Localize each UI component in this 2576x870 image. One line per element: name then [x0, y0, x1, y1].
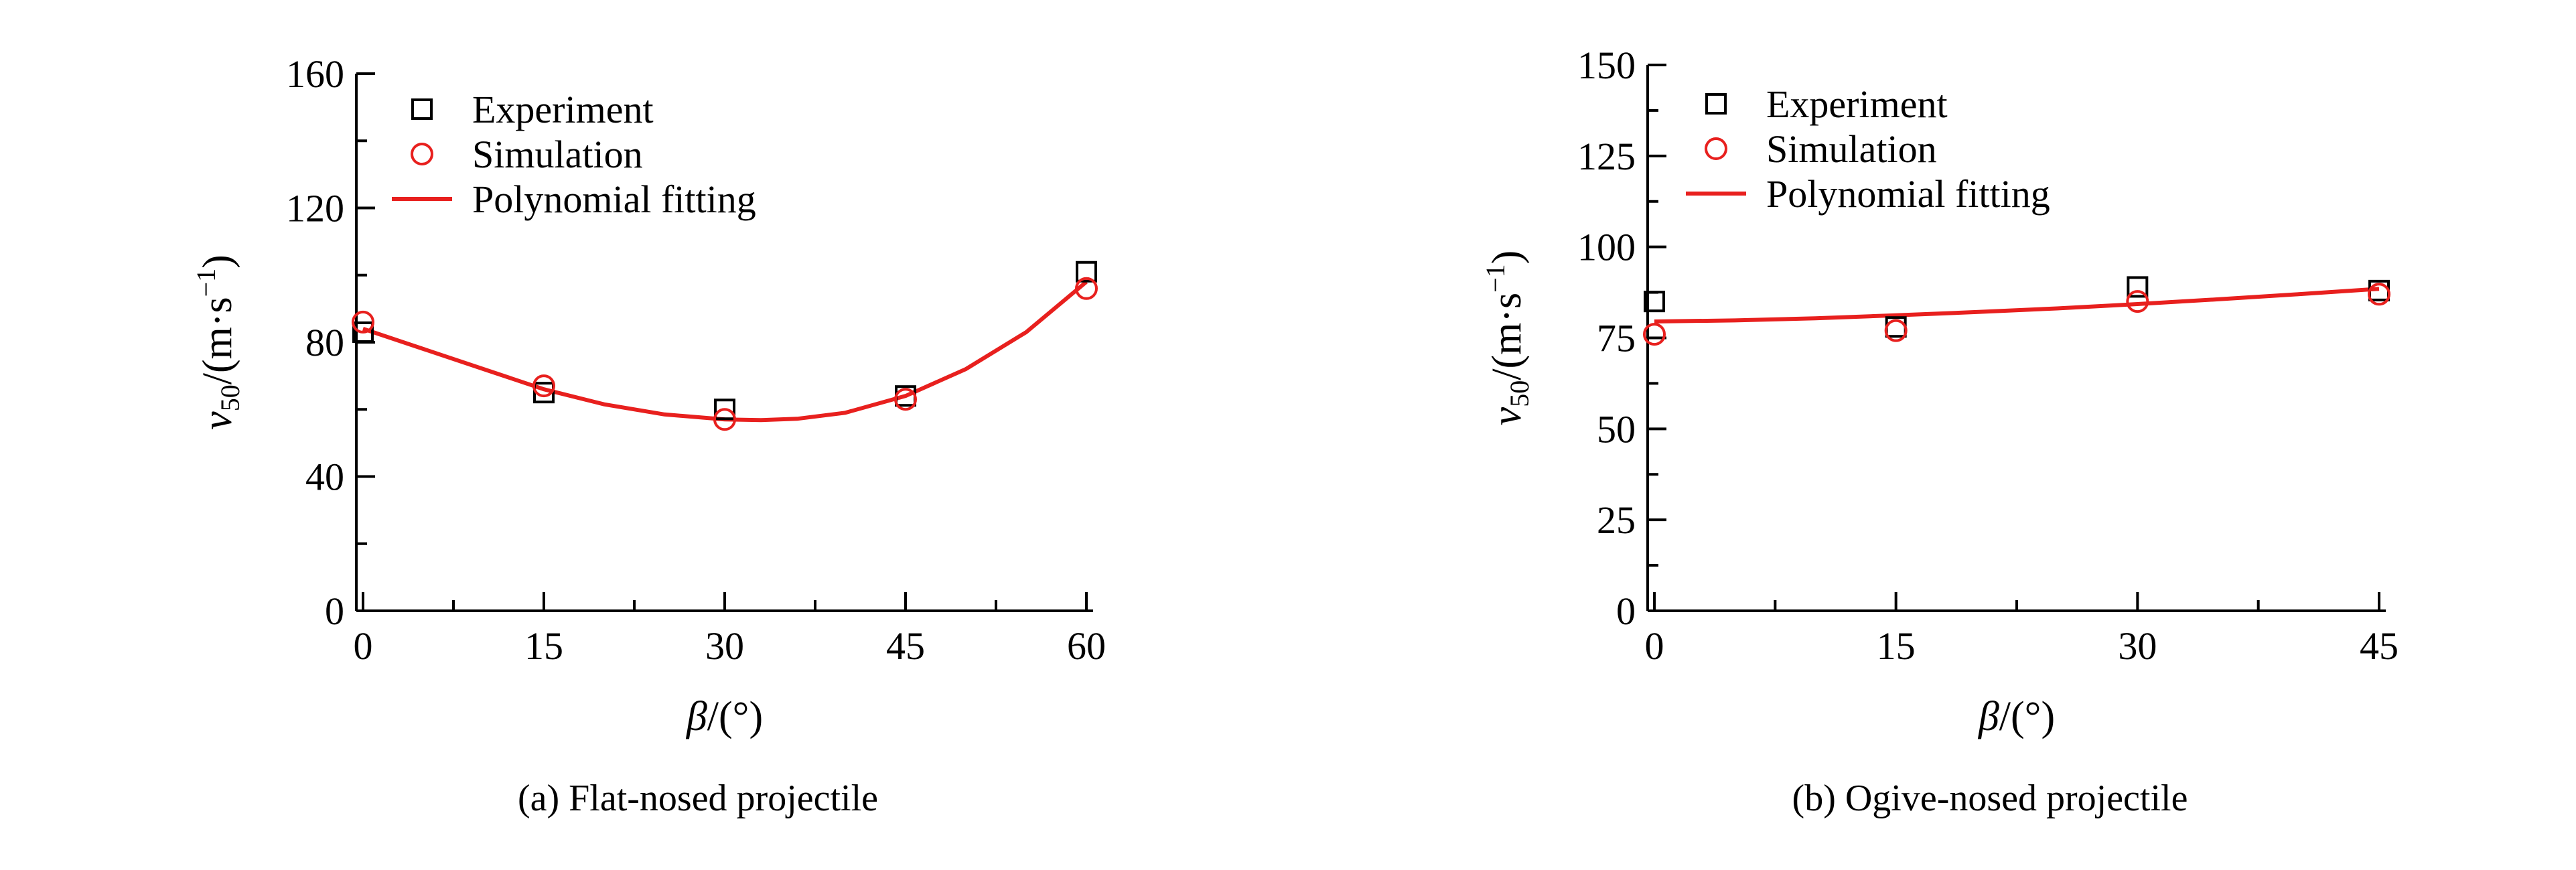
- x-tick-label: 15: [524, 624, 563, 668]
- y-tick-label: 75: [1597, 317, 1636, 360]
- legend-label: Simulation: [1766, 127, 1937, 171]
- x-tick-label: 60: [1067, 624, 1106, 668]
- y-axis-label: v50/(m·s−1): [1480, 250, 1534, 426]
- simulation-point: [352, 310, 374, 334]
- chart-caption: (a) Flat-nosed projectile: [518, 778, 878, 819]
- experiment-point: [533, 382, 555, 404]
- y-axis-unit: /(m·s: [1484, 293, 1530, 380]
- y-axis-subscript: 50: [215, 384, 245, 411]
- y-axis-superscript: −1: [191, 269, 221, 297]
- y-axis-unit: /(m·s: [195, 297, 240, 384]
- simulation-point: [2126, 290, 2149, 313]
- y-tick-label: 50: [1597, 407, 1636, 451]
- chart-caption: (b) Ogive-nosed projectile: [1792, 778, 2188, 819]
- y-axis-subscript: 50: [1504, 380, 1534, 407]
- chart-ogive-nosed: 0 15 30 450255075100125150v50/(m·s−1)β/(°)(…: [1480, 44, 2399, 819]
- x-axis-unit: /(°): [1999, 694, 2055, 739]
- legend-simulation-marker: [411, 143, 433, 165]
- fit-line: [1654, 287, 2380, 323]
- legend-label: Polynomial fitting: [472, 177, 756, 221]
- simulation-point: [1643, 323, 1666, 346]
- y-axis-symbol: v: [1484, 407, 1530, 425]
- legend-simulation-marker: [1705, 137, 1727, 160]
- legend-label: Polynomial fitting: [1766, 172, 2050, 216]
- y-tick-label: 125: [1577, 135, 1636, 178]
- simulation-point: [2368, 283, 2390, 306]
- experiment-point: [1076, 261, 1097, 283]
- fit-line: [362, 280, 1088, 423]
- x-axis-symbol: β: [1978, 694, 1999, 739]
- y-tick-label: 120: [286, 187, 344, 230]
- simulation-point: [894, 388, 917, 411]
- legend-label: Simulation: [472, 133, 643, 176]
- legend-experiment-marker: [411, 98, 433, 120]
- x-tick-label: 0: [354, 624, 373, 668]
- experiment-point: [714, 398, 735, 421]
- legend-label: Experiment: [1766, 82, 1948, 126]
- y-tick-label: 40: [305, 455, 344, 499]
- x-tick-label: 30: [705, 624, 744, 668]
- y-tick-label: 25: [1597, 498, 1636, 542]
- experiment-point: [1644, 291, 1665, 313]
- x-tick-label: 30: [2118, 624, 2157, 668]
- simulation-point: [713, 408, 736, 431]
- x-axis-unit: /(°): [707, 694, 763, 739]
- y-axis-superscript: −1: [1480, 264, 1510, 293]
- y-tick-label: 80: [305, 321, 344, 364]
- y-tick-label: 0: [1616, 589, 1636, 633]
- chart-flat-nosed: 0 15 30 45 60 0 40 80 120 160 v50/(m·s−1) β/(°) (a) …: [191, 52, 1106, 819]
- simulation-point: [1075, 277, 1098, 300]
- x-tick-label: 15: [1877, 624, 1916, 668]
- simulation-point: [532, 374, 555, 398]
- x-axis-label: β/(°): [1978, 694, 2055, 739]
- y-tick-label: 0: [325, 589, 344, 633]
- x-tick-label: 45: [886, 624, 925, 668]
- y-tick-label: 100: [1577, 226, 1636, 269]
- legend-experiment-marker: [1705, 93, 1727, 115]
- y-tick-label: 150: [1577, 44, 1636, 87]
- x-tick-label: 0: [1645, 624, 1664, 668]
- legend-label: Experiment: [472, 88, 654, 131]
- experiment-point: [352, 321, 374, 343]
- y-axis-close: ): [195, 255, 240, 269]
- x-tick-label: 45: [2360, 624, 2399, 668]
- y-axis-label: v50/(m·s−1): [191, 255, 245, 430]
- y-tick-label: 160: [286, 52, 344, 96]
- simulation-point: [1884, 319, 1908, 342]
- x-axis-label: β/(°): [686, 694, 763, 739]
- experiment-point: [2127, 276, 2149, 298]
- x-axis-symbol: β: [686, 694, 707, 739]
- y-axis-symbol: v: [195, 411, 240, 430]
- y-axis-close: ): [1484, 250, 1530, 265]
